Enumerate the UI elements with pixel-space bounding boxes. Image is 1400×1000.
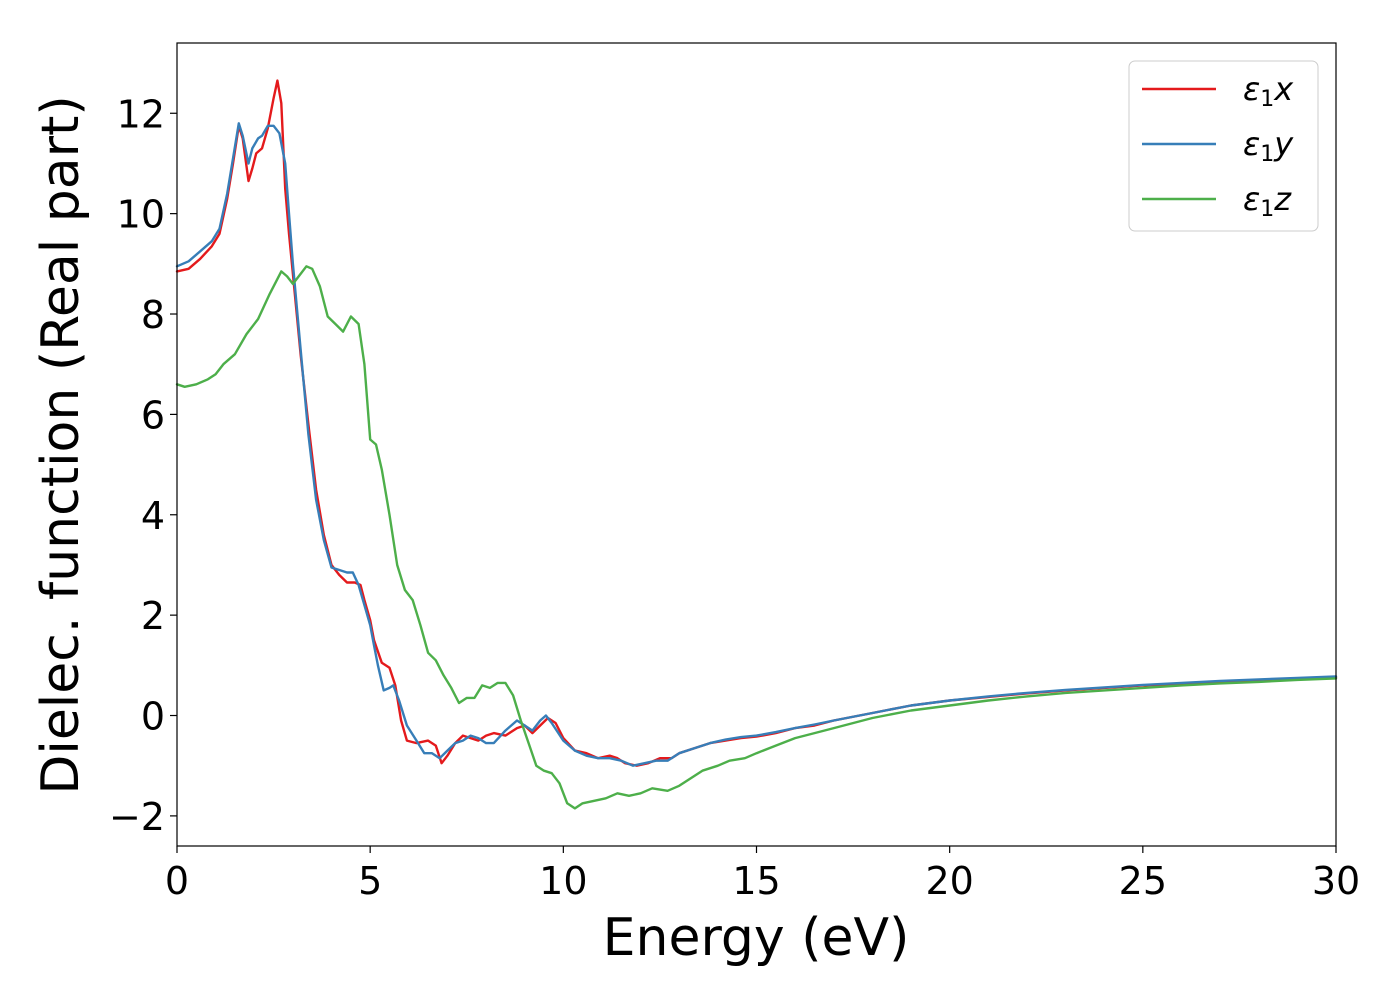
x-tick-label: 25 — [1119, 859, 1167, 903]
legend: ε1x ε1y ε1z — [1128, 60, 1319, 232]
legend-label-x: ε1x — [1243, 70, 1294, 112]
plot-lines — [175, 79, 1338, 810]
x-tick-label: 30 — [1312, 859, 1360, 903]
y-tick-label: −2 — [109, 795, 165, 839]
y-tick-label: 10 — [117, 193, 165, 237]
x-axis-ticks: 0 5 10 15 20 25 30 — [165, 846, 1360, 903]
x-tick-label: 20 — [925, 859, 973, 903]
y-tick-label: 12 — [117, 92, 165, 136]
y-tick-label: 8 — [141, 293, 165, 337]
legend-label-y: ε1y — [1243, 125, 1294, 167]
y-tick-label: 2 — [141, 594, 165, 638]
legend-box — [1128, 60, 1319, 232]
y-tick-label: 4 — [141, 494, 165, 538]
legend-items: ε1x ε1y ε1z — [1142, 70, 1294, 222]
series-line-z — [175, 265, 1338, 810]
x-axis-title: Energy (eV) — [603, 908, 910, 968]
series-line-y — [175, 122, 1338, 767]
legend-label-z: ε1z — [1243, 180, 1292, 222]
x-tick-label: 15 — [732, 859, 780, 903]
x-tick-label: 5 — [358, 859, 382, 903]
x-tick-label: 0 — [165, 859, 189, 903]
y-axis-ticks: −2 0 2 4 6 8 10 12 — [109, 92, 177, 839]
y-axis-title: Dielec. function (Real part) — [31, 95, 91, 794]
y-tick-label: 0 — [141, 695, 165, 739]
y-tick-label: 6 — [141, 393, 165, 437]
x-tick-label: 10 — [539, 859, 587, 903]
